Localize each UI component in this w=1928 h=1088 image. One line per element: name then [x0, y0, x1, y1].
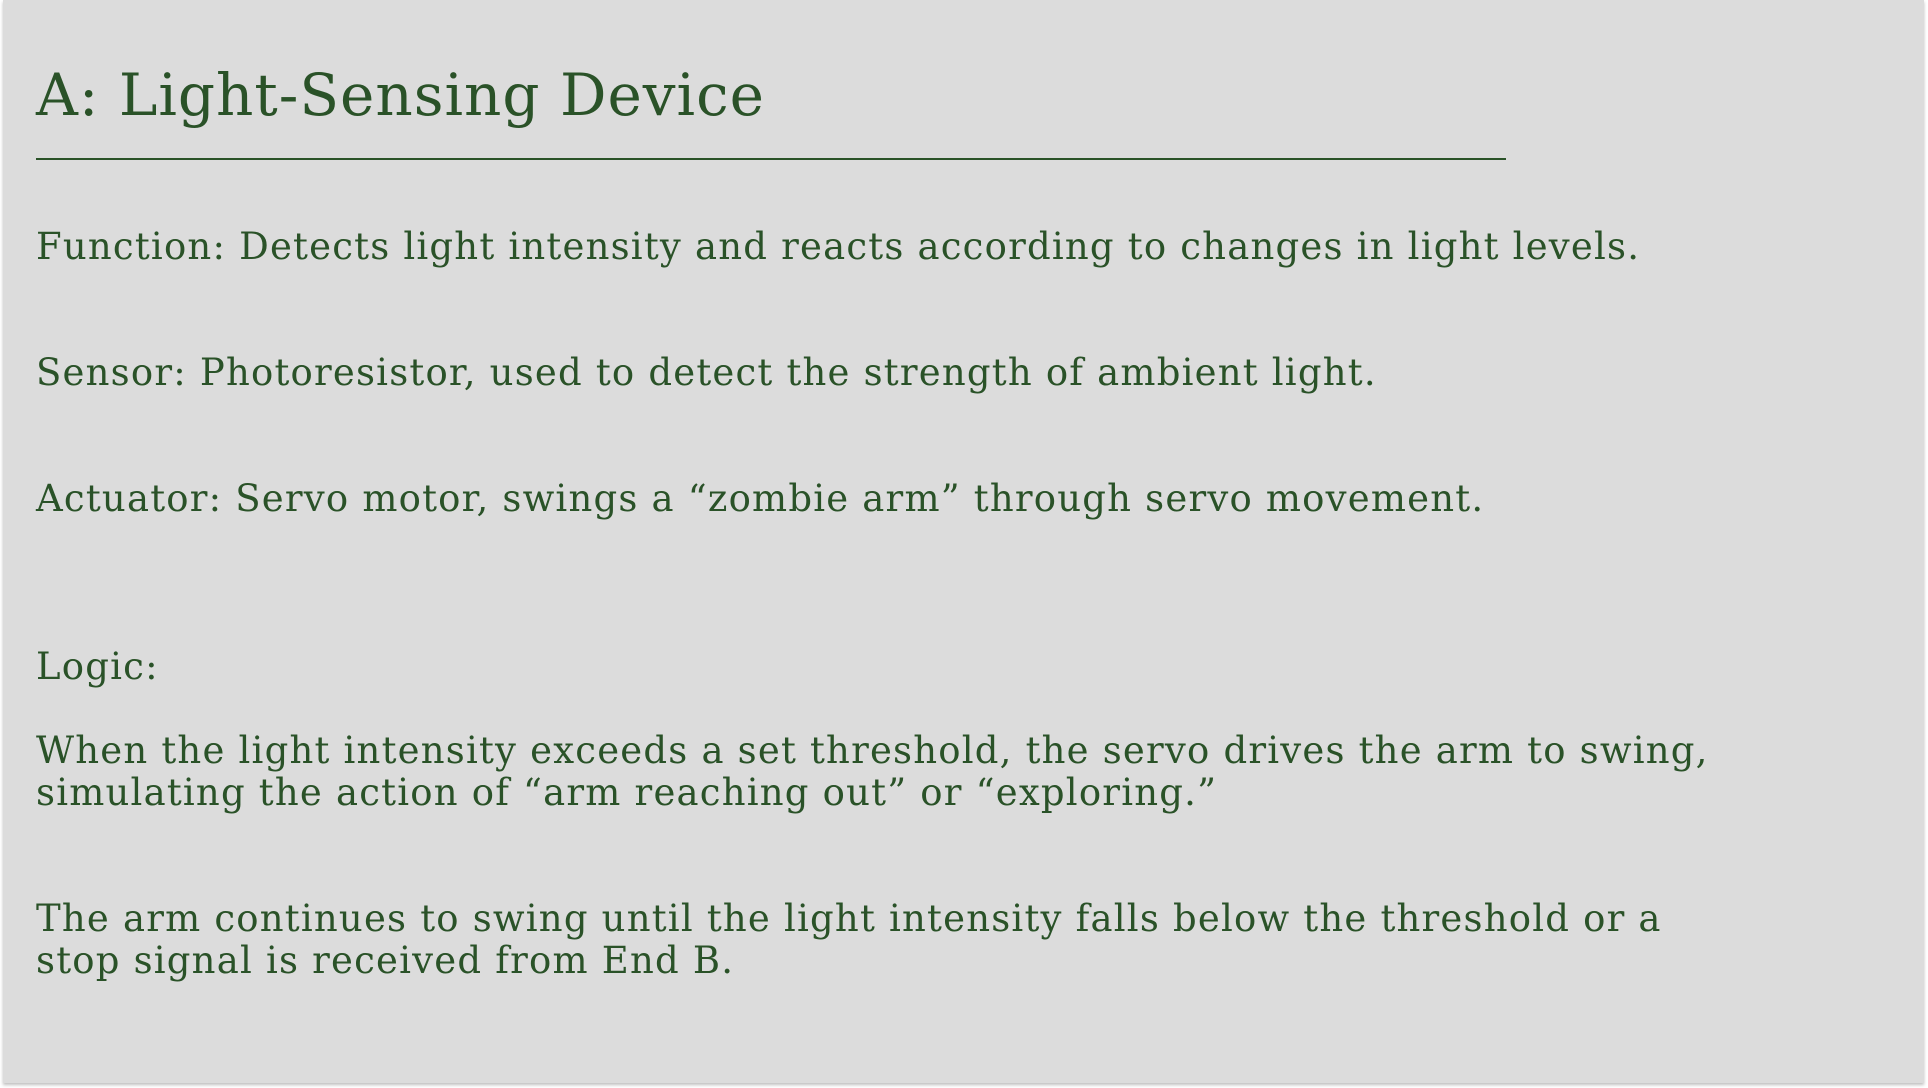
- title-divider: [36, 158, 1506, 160]
- sensor-paragraph: Sensor: Photoresistor, used to detect th…: [36, 351, 1377, 394]
- logic-heading: Logic:: [36, 645, 159, 688]
- logic-paragraph-2: The arm continues to swing until the lig…: [36, 897, 1662, 982]
- function-paragraph: Function: Detects light intensity and re…: [36, 225, 1641, 268]
- logic-paragraph-1: When the light intensity exceeds a set t…: [36, 729, 1709, 814]
- slide: A: Light-Sensing Device Function: Detect…: [3, 0, 1924, 1083]
- slide-title: A: Light-Sensing Device: [36, 61, 765, 129]
- actuator-paragraph: Actuator: Servo motor, swings a “zombie …: [36, 477, 1485, 520]
